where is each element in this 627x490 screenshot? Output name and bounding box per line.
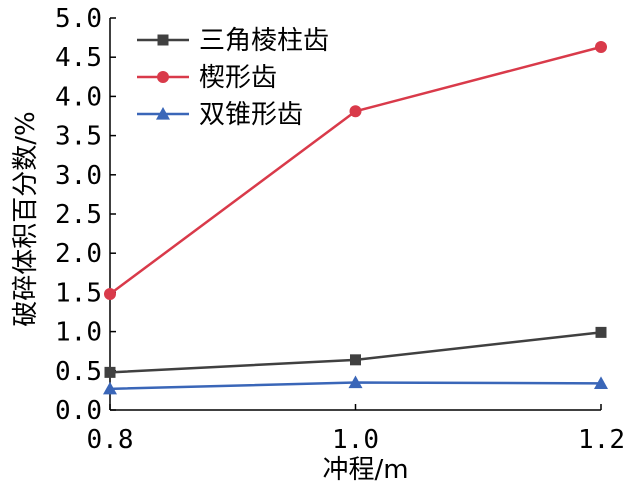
y-tick-label: 0.5 bbox=[55, 357, 102, 387]
data-point bbox=[594, 376, 608, 389]
legend-swatch-marker bbox=[157, 71, 169, 83]
data-point bbox=[595, 326, 607, 338]
series-3 bbox=[103, 375, 608, 395]
data-point bbox=[104, 287, 116, 300]
y-tick-label: 4.0 bbox=[55, 82, 102, 112]
y-tick-label: 1.5 bbox=[55, 278, 102, 308]
y-tick-label: 0.0 bbox=[55, 396, 102, 426]
y-tick-label: 3.5 bbox=[55, 122, 102, 152]
data-point bbox=[104, 366, 116, 378]
series bbox=[103, 41, 608, 395]
series-line bbox=[109, 45, 602, 295]
data-point bbox=[349, 105, 362, 118]
y-tick-label: 2.0 bbox=[55, 239, 102, 269]
y-tick-label: 4.5 bbox=[55, 43, 102, 73]
series-1 bbox=[104, 326, 607, 378]
legend-label: 三角棱柱齿 bbox=[199, 26, 329, 56]
data-point bbox=[348, 375, 363, 389]
x-tick-label: 1.2 bbox=[578, 425, 625, 455]
legend-swatch-marker bbox=[157, 34, 169, 46]
y-tick-label: 2.5 bbox=[55, 200, 102, 230]
x-tick-label: 1.0 bbox=[332, 425, 379, 455]
legend-item: 楔形齿 bbox=[137, 63, 277, 93]
ticks: 0.0 0.5 1.0 1.5 2.0 2.5 3.0 3.5 4.0 4.5 5.0 0.8 1.0 1… bbox=[55, 4, 625, 455]
legend-item: 三角棱柱齿 bbox=[137, 26, 329, 56]
y-tick-label: 3.0 bbox=[55, 161, 102, 191]
y-axis-title: 破碎体积百分数/% bbox=[11, 111, 41, 326]
series-line bbox=[109, 331, 602, 374]
legend-label: 楔形齿 bbox=[199, 63, 277, 93]
series-2 bbox=[104, 41, 607, 300]
data-point bbox=[103, 381, 117, 395]
legend-item: 双锥形齿 bbox=[137, 100, 303, 130]
data-point bbox=[595, 41, 607, 54]
x-axis-title: 冲程/m bbox=[322, 455, 408, 485]
legend-label: 双锥形齿 bbox=[199, 100, 303, 130]
legend-swatch-marker bbox=[156, 107, 170, 120]
x-tick-label: 0.8 bbox=[87, 425, 134, 455]
y-tick-label: 1.0 bbox=[55, 318, 102, 348]
y-tick-label: 5.0 bbox=[55, 4, 102, 34]
data-point bbox=[350, 354, 361, 366]
